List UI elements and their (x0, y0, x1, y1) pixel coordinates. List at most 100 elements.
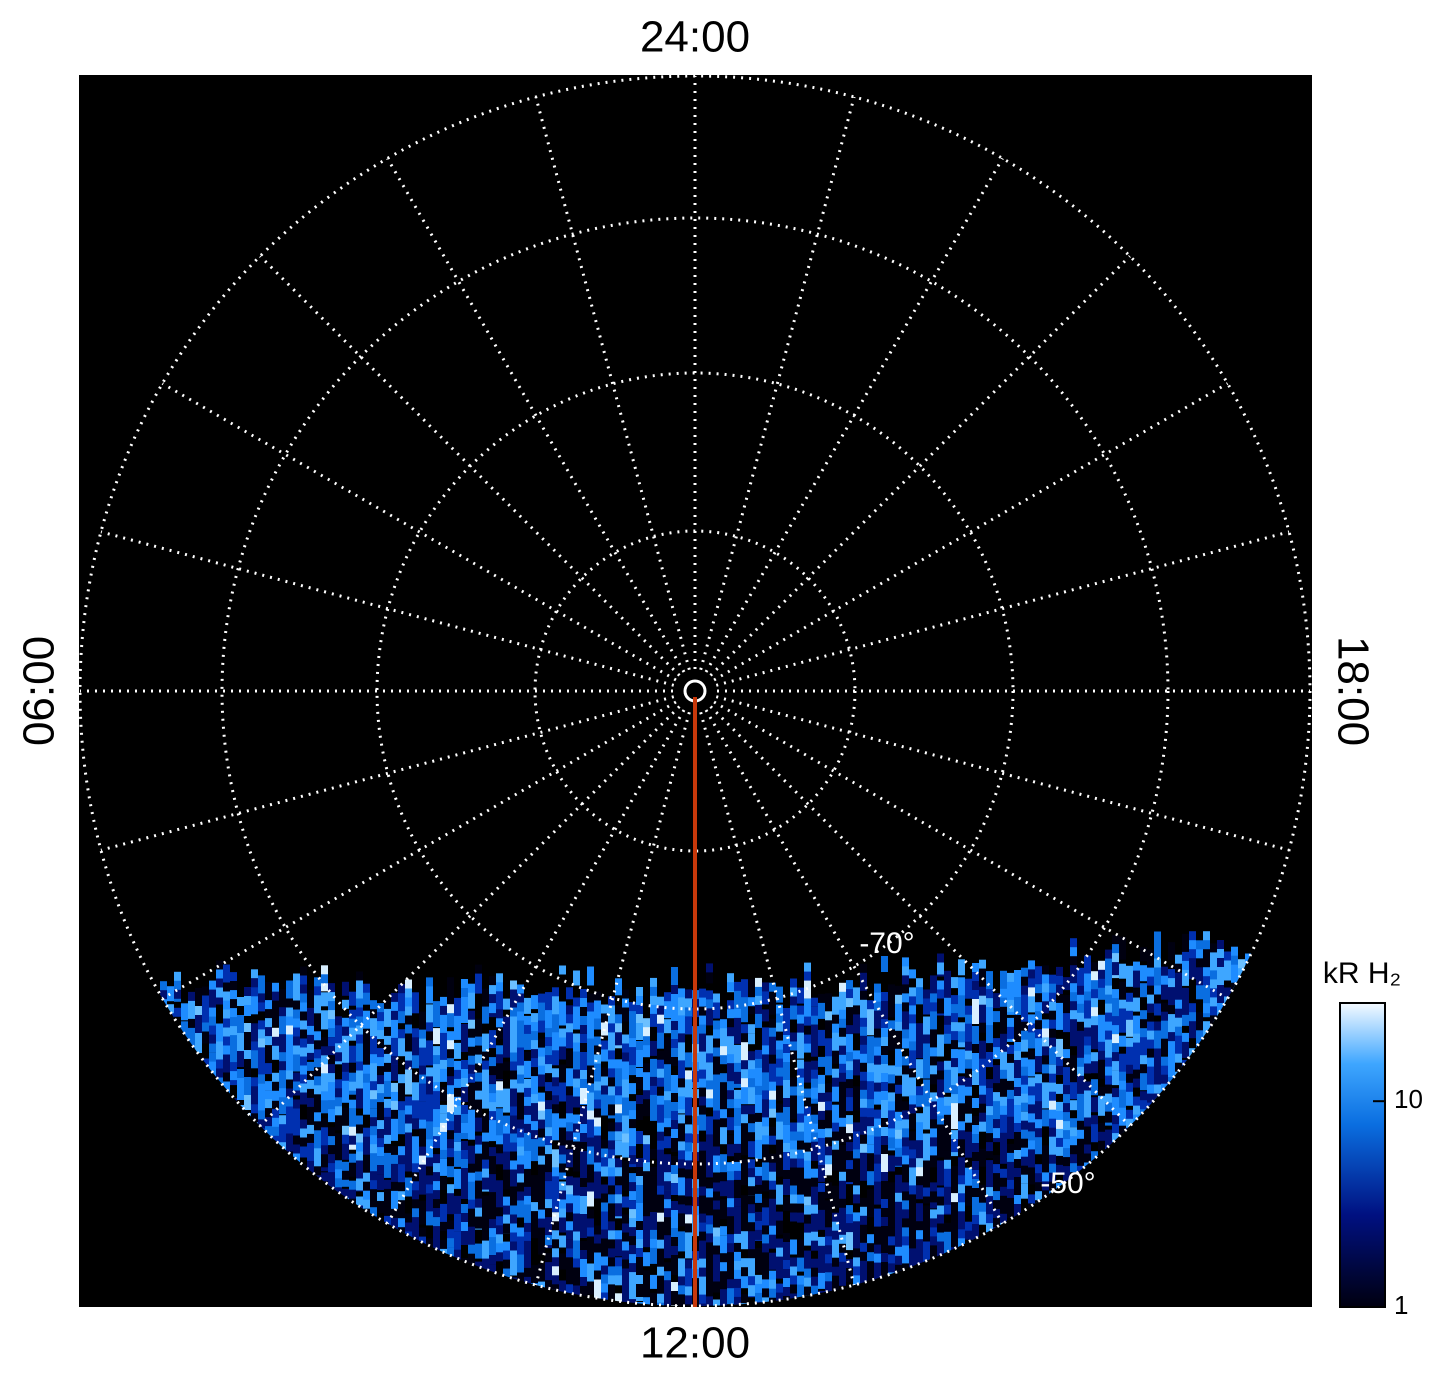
emission-cell (412, 1154, 419, 1171)
emission-cell (762, 1270, 769, 1283)
emission-cell (839, 982, 846, 994)
emission-cell (545, 1010, 552, 1023)
emission-cell (860, 1053, 867, 1068)
emission-cell (545, 1271, 552, 1286)
emission-cell (1189, 1309, 1196, 1332)
emission-cell (405, 1069, 412, 1095)
emission-cell (503, 1043, 510, 1058)
emission-cell (769, 1099, 776, 1117)
emission-cell (734, 1044, 741, 1065)
emission-cell (608, 1104, 615, 1116)
emission-cell (902, 1002, 909, 1016)
emission-cell (671, 1255, 678, 1266)
emission-cell (965, 1221, 972, 1237)
emission-cell (741, 1141, 748, 1156)
emission-cell (251, 1050, 258, 1069)
emission-cell (601, 1157, 608, 1170)
emission-cell (636, 1185, 643, 1199)
emission-cell (1217, 967, 1224, 980)
emission-cell (307, 1142, 314, 1162)
emission-cell (741, 1276, 748, 1289)
emission-cell (937, 962, 944, 975)
emission-cell (874, 1163, 881, 1184)
emission-cell (1035, 1038, 1042, 1054)
emission-cell (1154, 967, 1161, 984)
emission-cell (1105, 1021, 1112, 1032)
emission-cell (944, 1186, 951, 1198)
emission-cell (643, 1045, 650, 1058)
emission-cell (573, 1195, 580, 1220)
emission-cell (587, 1056, 594, 1066)
emission-cell (573, 1276, 580, 1286)
emission-cell (986, 1007, 993, 1027)
emission-cell (1063, 977, 1070, 991)
emission-cell (328, 1172, 335, 1197)
emission-cell (1105, 1039, 1112, 1060)
emission-cell (699, 1141, 706, 1154)
emission-cell (1140, 1091, 1147, 1107)
emission-cell (496, 1252, 503, 1262)
emission-cell (958, 1058, 965, 1074)
emission-cell (251, 1077, 258, 1094)
emission-cell (706, 1035, 713, 1052)
emission-cell (601, 1022, 608, 1036)
emission-cell (650, 1184, 657, 1197)
emission-cell (1000, 1078, 1007, 1097)
emission-cell (1084, 964, 1091, 979)
emission-cell (412, 1181, 419, 1198)
emission-cell (1070, 1307, 1077, 1325)
emission-cell (958, 995, 965, 1018)
emission-cell (951, 1004, 958, 1022)
emission-cell (944, 1150, 951, 1168)
emission-cell (699, 1276, 706, 1300)
emission-cell (237, 1051, 244, 1067)
emission-cell (384, 1134, 391, 1147)
emission-cell (874, 1244, 881, 1256)
emission-cell (720, 1298, 727, 1306)
emission-cell (888, 1236, 895, 1250)
emission-cell (475, 1144, 482, 1158)
meridian-line (100, 530, 675, 687)
emission-cell (594, 1162, 601, 1174)
emission-cell (839, 1144, 846, 1164)
emission-cell (1021, 1093, 1028, 1110)
emission-cell (776, 1031, 783, 1041)
emission-cell (482, 1006, 489, 1024)
emission-cell (370, 1306, 377, 1316)
emission-cell (412, 1145, 419, 1161)
emission-cell (867, 1009, 874, 1036)
emission-cell (1112, 1043, 1119, 1058)
emission-cell (825, 1056, 832, 1069)
emission-cell (1084, 1144, 1091, 1156)
emission-cell (671, 1120, 678, 1133)
emission-cell (930, 1119, 937, 1136)
emission-cell (790, 1239, 797, 1255)
emission-cell (335, 1106, 342, 1118)
emission-cell (993, 993, 1000, 1009)
emission-cell (1042, 1307, 1049, 1318)
emission-cell (377, 1309, 384, 1326)
emission-cell (286, 980, 293, 1005)
meridian-line (534, 711, 691, 1286)
emission-cell (797, 1239, 804, 1259)
emission-cell (209, 1034, 216, 1050)
emission-cell (1007, 1089, 1014, 1106)
emission-cell (1084, 1153, 1091, 1168)
emission-cell (769, 1307, 776, 1330)
emission-cell (1021, 1039, 1028, 1052)
emission-cell (517, 1155, 524, 1167)
emission-cell (279, 998, 286, 1010)
emission-cell (370, 1153, 377, 1173)
emission-cell (279, 1097, 286, 1115)
emission-cell (748, 1087, 755, 1105)
emission-cell (531, 1139, 538, 1157)
emission-cell (314, 1031, 321, 1046)
emission-cell (860, 1062, 867, 1080)
emission-cell (664, 1019, 671, 1034)
emission-cell (419, 1155, 426, 1170)
emission-cell (1182, 1041, 1189, 1058)
emission-cell (685, 989, 692, 1007)
emission-cell (1119, 999, 1126, 1009)
emission-cell (958, 977, 965, 988)
emission-cell (538, 1056, 545, 1070)
